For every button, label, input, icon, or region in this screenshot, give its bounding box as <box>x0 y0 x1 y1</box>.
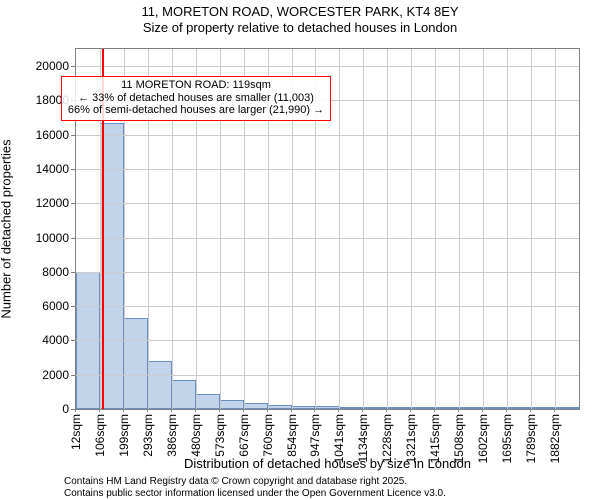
x-tick-label: 106sqm <box>93 414 107 457</box>
histogram-bar <box>483 407 507 409</box>
histogram-bar <box>555 407 579 409</box>
gridline-v <box>459 49 460 409</box>
y-tick-label: 20000 <box>36 59 69 73</box>
x-tick-label: 12sqm <box>69 414 83 450</box>
x-tick-mark <box>314 408 315 412</box>
gridline-h <box>76 169 579 170</box>
x-tick-label: 386sqm <box>165 414 179 457</box>
x-tick-mark <box>123 408 124 412</box>
gridline-v <box>507 49 508 409</box>
x-tick-label: 760sqm <box>261 414 275 457</box>
gridline-v <box>435 49 436 409</box>
histogram-bar <box>268 405 292 409</box>
footer-line2: Contains public sector information licen… <box>64 488 446 500</box>
y-tick-label: 10000 <box>36 231 69 245</box>
x-tick-mark <box>338 408 339 412</box>
y-tick-label: 12000 <box>36 196 69 210</box>
gridline-v <box>483 49 484 409</box>
x-tick-mark <box>434 408 435 412</box>
gridline-h <box>76 135 579 136</box>
annotation-box: 11 MORETON ROAD: 119sqm← 33% of detached… <box>61 76 331 121</box>
gridline-h <box>76 306 579 307</box>
x-tick-mark <box>554 408 555 412</box>
y-tick-label: 16000 <box>36 128 69 142</box>
y-tick-label: 8000 <box>42 265 69 279</box>
gridline-h <box>76 238 579 239</box>
x-tick-label: 480sqm <box>189 414 203 457</box>
chart-title-line1: 11, MORETON ROAD, WORCESTER PARK, KT4 8E… <box>0 4 600 20</box>
x-tick-label: 199sqm <box>117 414 131 457</box>
gridline-v <box>339 49 340 409</box>
y-tick-label: 6000 <box>42 299 69 313</box>
footer-line1: Contains HM Land Registry data © Crown c… <box>64 476 446 488</box>
x-tick-mark <box>410 408 411 412</box>
histogram-bar <box>435 407 459 409</box>
x-tick-mark <box>147 408 148 412</box>
histogram-bar <box>411 407 435 409</box>
x-tick-mark <box>482 408 483 412</box>
x-tick-mark <box>267 408 268 412</box>
histogram-bar <box>244 403 268 409</box>
chart-title-line2: Size of property relative to detached ho… <box>0 20 600 36</box>
histogram-bar <box>340 407 364 409</box>
chart-footer: Contains HM Land Registry data © Crown c… <box>64 476 446 499</box>
histogram-bar <box>124 318 148 409</box>
annotation-line: 11 MORETON ROAD: 119sqm <box>68 79 324 92</box>
x-tick-mark <box>171 408 172 412</box>
histogram-bar <box>315 406 339 409</box>
gridline-v <box>555 49 556 409</box>
histogram-bar <box>387 407 411 409</box>
plot-area: 11 MORETON ROAD: 119sqm← 33% of detached… <box>75 48 580 410</box>
gridline-h <box>76 340 579 341</box>
histogram-bar <box>531 407 555 409</box>
histogram-bar <box>196 394 220 409</box>
histogram-bar <box>220 400 244 409</box>
histogram-bar <box>148 361 172 409</box>
x-tick-mark <box>195 408 196 412</box>
gridline-v <box>387 49 388 409</box>
histogram-bar <box>292 406 316 409</box>
x-tick-mark <box>362 408 363 412</box>
gridline-h <box>76 203 579 204</box>
histogram-bar <box>363 407 387 409</box>
x-tick-mark <box>219 408 220 412</box>
x-axis-label: Distribution of detached houses by size … <box>75 456 580 471</box>
histogram-bar <box>507 407 531 409</box>
chart-container: 11, MORETON ROAD, WORCESTER PARK, KT4 8E… <box>0 0 600 500</box>
x-tick-mark <box>530 408 531 412</box>
annotation-line: 66% of semi-detached houses are larger (… <box>68 104 324 117</box>
gridline-h <box>76 375 579 376</box>
gridline-v <box>363 49 364 409</box>
x-tick-mark <box>506 408 507 412</box>
gridline-h <box>76 66 579 67</box>
y-tick-label: 2000 <box>42 368 69 382</box>
annotation-line: ← 33% of detached houses are smaller (11… <box>68 92 324 105</box>
y-tick-label: 4000 <box>42 333 69 347</box>
y-tick-label: 14000 <box>36 162 69 176</box>
x-tick-label: 947sqm <box>308 414 322 457</box>
x-tick-mark <box>386 408 387 412</box>
x-axis-ticks: 12sqm106sqm199sqm293sqm386sqm480sqm573sq… <box>75 410 580 460</box>
x-tick-label: 667sqm <box>237 414 251 457</box>
histogram-bar <box>459 407 483 409</box>
y-tick-label: 0 <box>62 402 69 416</box>
x-tick-mark <box>291 408 292 412</box>
gridline-v <box>411 49 412 409</box>
gridline-v <box>531 49 532 409</box>
x-tick-mark <box>75 408 76 412</box>
chart-title-block: 11, MORETON ROAD, WORCESTER PARK, KT4 8E… <box>0 4 600 37</box>
x-tick-mark <box>458 408 459 412</box>
x-tick-mark <box>99 408 100 412</box>
x-tick-mark <box>243 408 244 412</box>
x-tick-label: 573sqm <box>213 414 227 457</box>
histogram-bar <box>172 380 196 409</box>
x-tick-label: 854sqm <box>285 414 299 457</box>
gridline-h <box>76 272 579 273</box>
x-tick-label: 293sqm <box>141 414 155 457</box>
